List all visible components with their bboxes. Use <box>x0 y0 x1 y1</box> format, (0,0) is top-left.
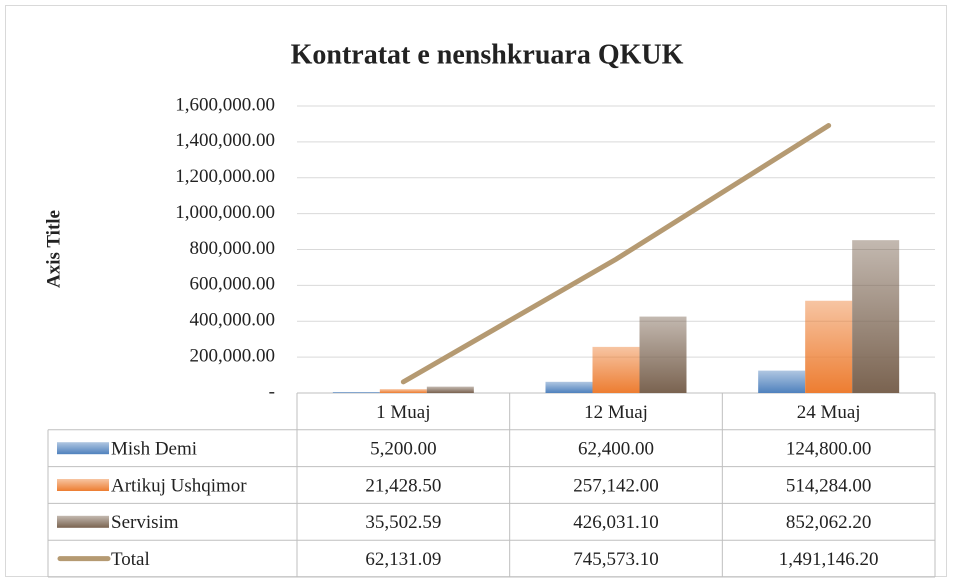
table-value: 62,400.00 <box>578 439 654 460</box>
table-value: 426,031.10 <box>573 512 659 533</box>
y-tick-label: 600,000.00 <box>190 274 276 295</box>
y-axis-title: Axis Title <box>43 210 64 288</box>
y-tick-label: 1,600,000.00 <box>175 94 275 115</box>
table-value: 21,428.50 <box>365 475 441 496</box>
line <box>400 123 832 385</box>
chart-border <box>5 5 947 577</box>
bar <box>639 316 687 393</box>
bar <box>332 392 380 393</box>
y-tick-label: 400,000.00 <box>190 310 276 331</box>
chart-title: Kontratat e nenshkruara QKUK <box>291 39 684 70</box>
table-value: 35,502.59 <box>365 512 441 533</box>
bar <box>805 300 853 393</box>
bar <box>592 346 640 393</box>
legend-label: Total <box>111 549 150 570</box>
legend-key <box>57 479 109 491</box>
table-value: 257,142.00 <box>573 475 659 496</box>
table-value: 124,800.00 <box>786 439 872 460</box>
table-value: 514,284.00 <box>786 475 872 496</box>
legend-label: Servisim <box>111 512 179 533</box>
x-tick-label: 1 Muaj <box>376 402 430 423</box>
y-tick-label: 1,200,000.00 <box>175 166 275 187</box>
legend-label: Mish Demi <box>111 439 197 460</box>
bar <box>758 370 806 393</box>
legend-label: Artikuj Ushqimor <box>111 475 247 496</box>
y-tick-label: 1,000,000.00 <box>175 202 275 223</box>
bar <box>426 386 474 393</box>
y-tick-label: - <box>269 381 275 402</box>
legend-key <box>57 515 109 528</box>
bar <box>852 240 900 393</box>
table-value: 1,491,146.20 <box>779 549 879 570</box>
table-value: 745,573.10 <box>573 549 659 570</box>
y-tick-label: 1,400,000.00 <box>175 130 275 151</box>
y-tick-label: 800,000.00 <box>190 238 276 259</box>
table-value: 62,131.09 <box>365 549 441 570</box>
x-tick-label: 12 Muaj <box>584 402 648 423</box>
legend-key <box>57 442 109 455</box>
bar <box>379 389 427 393</box>
y-tick-label: 200,000.00 <box>190 345 276 366</box>
x-tick-label: 24 Muaj <box>797 402 861 423</box>
table-value: 852,062.20 <box>786 512 872 533</box>
bar <box>545 381 593 393</box>
table-value: 5,200.00 <box>370 439 437 460</box>
